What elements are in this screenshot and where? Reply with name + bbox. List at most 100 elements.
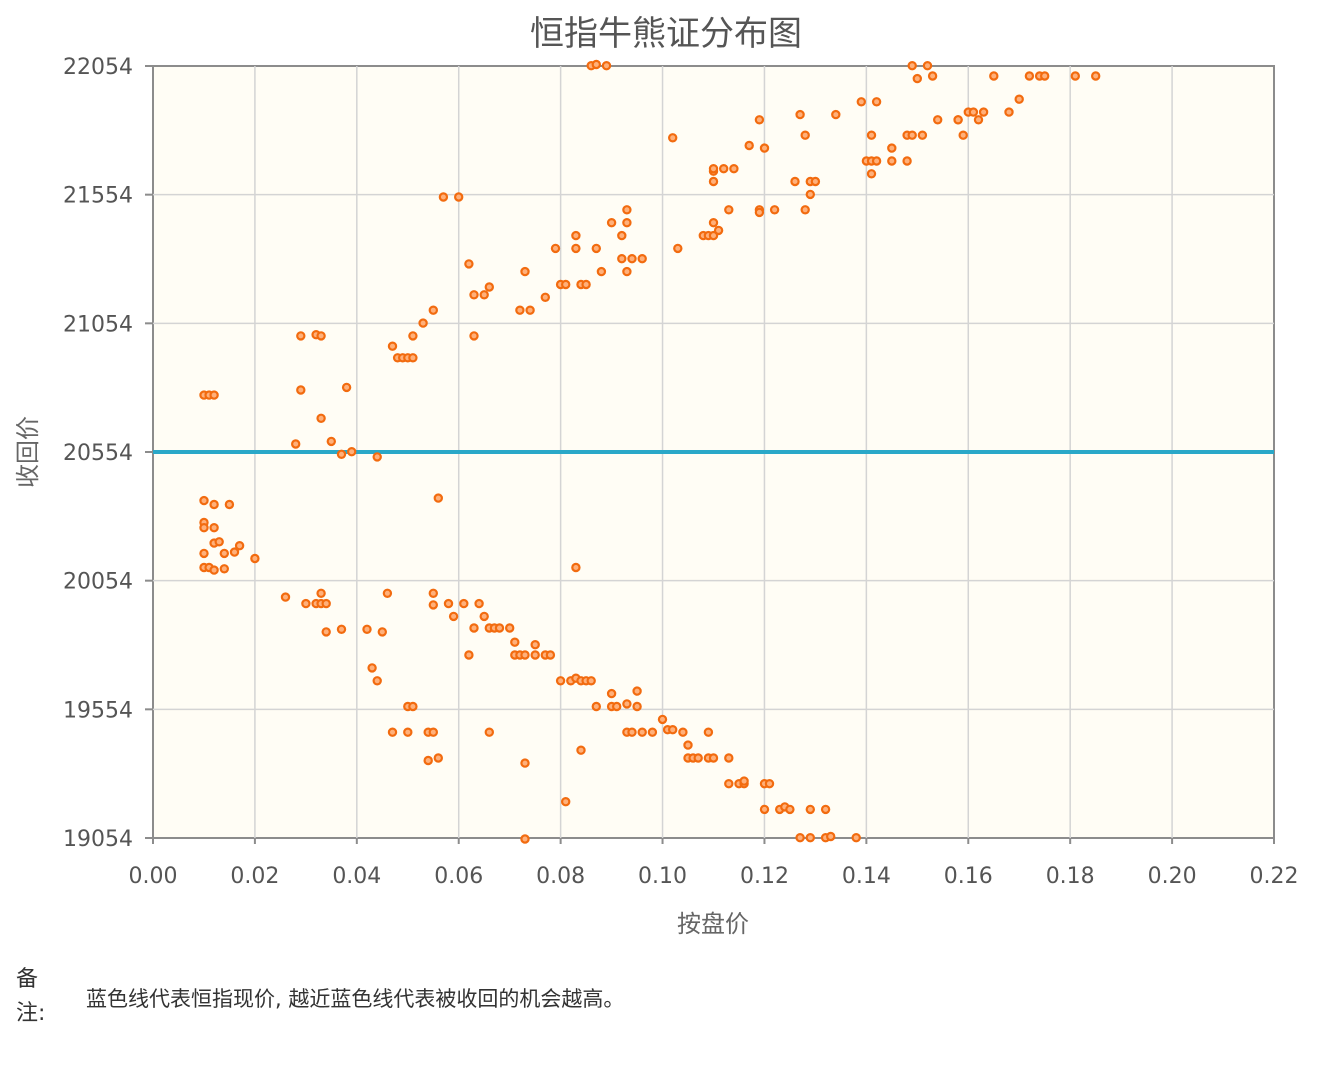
data-point (871, 156, 882, 166)
data-point (234, 541, 245, 551)
data-point (423, 755, 433, 766)
data-point (805, 833, 816, 843)
data-point (438, 192, 449, 202)
data-point (591, 701, 602, 712)
data-point (622, 266, 632, 277)
data-point (708, 230, 719, 241)
data-point (637, 727, 647, 737)
data-point (810, 176, 821, 187)
data-point (673, 243, 683, 254)
data-point (826, 831, 836, 842)
data-point (871, 97, 882, 107)
data-point (657, 714, 668, 725)
data-point (622, 217, 632, 228)
data-point (321, 598, 331, 609)
data-point (571, 562, 581, 573)
data-point (576, 745, 586, 755)
data-point (795, 109, 805, 120)
data-point (428, 305, 438, 315)
data-point (795, 833, 805, 843)
data-point (708, 753, 719, 763)
data-point (606, 217, 617, 228)
x-tick-label: 0.04 (332, 864, 381, 889)
data-point (708, 217, 719, 228)
data-point (209, 523, 219, 533)
data-point (316, 413, 326, 423)
data-point (683, 740, 693, 750)
data-point (336, 624, 347, 635)
data-point (387, 727, 398, 737)
data-point (693, 753, 703, 763)
y-tick-label: 19054 (63, 827, 133, 852)
data-point (459, 598, 469, 609)
data-point (479, 611, 489, 622)
data-point (199, 548, 209, 559)
data-point (520, 758, 530, 768)
data-point (973, 115, 984, 125)
x-tick-label: 0.18 (1046, 864, 1095, 889)
x-tick-label: 0.00 (129, 864, 178, 889)
data-point (280, 592, 291, 602)
data-point (622, 205, 632, 215)
data-point (724, 753, 734, 763)
data-point (632, 701, 642, 712)
y-tick-label: 21554 (63, 184, 133, 209)
data-point (902, 156, 912, 166)
data-point (978, 107, 989, 117)
data-point (199, 523, 209, 533)
x-tick-label: 0.10 (638, 864, 687, 889)
data-point (637, 254, 647, 264)
y-axis-label: 收回价 (14, 416, 42, 488)
data-point (448, 611, 459, 622)
data-point (347, 447, 357, 457)
data-point (724, 779, 734, 789)
note-text: 蓝色线代表恒指现价, 越近蓝色线代表被收回的机会越高。 (86, 987, 625, 1011)
data-point (296, 385, 306, 395)
data-point (754, 115, 765, 125)
data-point (917, 130, 928, 140)
data-point (887, 156, 897, 166)
data-point (759, 804, 770, 815)
data-point (428, 588, 438, 599)
data-point (912, 73, 923, 84)
data-point (209, 390, 219, 400)
data-point (647, 727, 658, 737)
scatter-chart: 0.00 0.02 0.04 0.06 0.08 0.10 0.12 0.14 0.16 0.18… (14, 55, 1298, 938)
data-point (520, 266, 530, 277)
data-point (586, 676, 596, 686)
data-point (831, 109, 841, 120)
data-point (668, 133, 678, 143)
data-point (1090, 71, 1101, 81)
data-point (968, 107, 979, 117)
data-point (408, 701, 418, 712)
data-point (428, 600, 438, 610)
data-point (622, 699, 632, 709)
x-tick-label: 0.12 (740, 864, 789, 889)
data-point (214, 537, 224, 547)
data-point (224, 499, 235, 510)
data-point (515, 305, 525, 315)
data-point (250, 553, 260, 564)
data-point (668, 725, 678, 735)
data-point (229, 547, 240, 557)
x-tick-label: 0.02 (230, 864, 279, 889)
data-point (550, 243, 561, 254)
data-point (479, 290, 489, 300)
data-point (505, 623, 515, 633)
data-point (617, 230, 627, 241)
data-point (301, 598, 311, 609)
data-point (408, 353, 418, 363)
data-point (606, 688, 617, 699)
data-point (708, 163, 719, 174)
data-point (219, 548, 229, 559)
y-tick-label: 20054 (63, 570, 133, 595)
data-point (545, 650, 556, 660)
data-point (464, 650, 474, 660)
data-point (617, 254, 627, 264)
data-point (1004, 107, 1014, 117)
data-point (326, 436, 336, 447)
data-point (321, 627, 331, 637)
x-tick-label: 0.16 (944, 864, 993, 889)
data-point (474, 598, 484, 609)
data-point (555, 676, 566, 686)
